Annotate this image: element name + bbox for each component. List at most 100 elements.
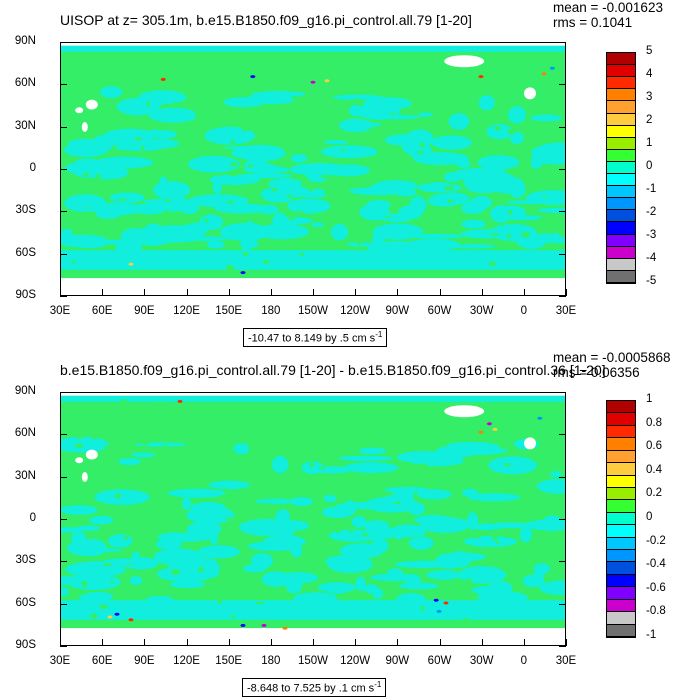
field-positive-speckle xyxy=(238,116,246,122)
x-tick-label: 30E xyxy=(49,305,71,317)
x-tick xyxy=(355,289,357,296)
field-positive-speckle xyxy=(172,462,182,467)
field-negative-patch xyxy=(233,443,250,455)
field-negative-patch xyxy=(370,114,421,120)
field-positive-speckle xyxy=(496,238,500,242)
field-negative-patch xyxy=(533,563,550,575)
x-tick-label: 180 xyxy=(261,305,281,317)
field-negative-patch xyxy=(408,536,434,550)
field-positive-speckle xyxy=(505,532,512,539)
field-positive-speckle xyxy=(440,164,447,170)
y-tick xyxy=(60,296,67,297)
caspian-mask xyxy=(85,99,98,110)
field-positive-speckle xyxy=(516,246,525,250)
field-negative-patch xyxy=(169,580,206,589)
field-positive-speckle xyxy=(123,536,128,541)
field-negative-patch xyxy=(461,201,486,214)
field-positive-speckle xyxy=(319,522,326,528)
field-positive-speckle xyxy=(204,217,208,223)
field-positive-speckle xyxy=(380,432,388,437)
field-positive-speckle xyxy=(508,561,517,568)
gulf-mask xyxy=(81,472,88,482)
field-positive-speckle xyxy=(366,90,373,96)
colorbar-cell xyxy=(607,500,635,513)
field-negative-patch xyxy=(418,112,434,117)
y-tick-right xyxy=(559,84,566,86)
field-positive-speckle xyxy=(443,186,454,191)
extreme-spot xyxy=(240,271,246,275)
field-negative-patch xyxy=(242,564,267,573)
field-positive-speckle xyxy=(158,587,161,592)
colorbar-cell xyxy=(607,101,635,114)
range-unit-exponent: -1 xyxy=(375,330,383,339)
field-positive-speckle xyxy=(101,119,108,124)
field-positive-speckle xyxy=(103,450,107,453)
colorbar-label: -1 xyxy=(646,629,657,641)
field-negative-patch xyxy=(461,219,486,229)
field-negative-patch xyxy=(370,573,421,582)
extreme-spot xyxy=(478,430,484,434)
extreme-spot xyxy=(240,623,246,627)
field-negative-patch xyxy=(460,229,515,239)
y-tick-label: 0 xyxy=(29,512,36,524)
field-negative-patch xyxy=(244,158,268,171)
y-tick xyxy=(60,169,67,170)
field-negative-patch xyxy=(131,551,140,559)
field-negative-patch xyxy=(448,113,470,130)
field-positive-speckle xyxy=(293,176,297,179)
colorbar-cell xyxy=(607,425,635,439)
x-tick xyxy=(439,639,441,646)
field-positive-speckle xyxy=(468,459,473,462)
field-negative-patch xyxy=(488,456,538,475)
y-tick xyxy=(60,84,67,86)
colorbar-cell xyxy=(607,53,635,66)
field-negative-patch xyxy=(486,124,514,140)
field-positive-speckle xyxy=(210,90,221,94)
map-panel-bottom: b.e15.B1850.f09_g16.pi_control.all.79 [1… xyxy=(0,350,700,700)
field-negative-patch xyxy=(465,488,476,498)
colorbar-label: -0.4 xyxy=(646,558,666,571)
field-positive-speckle xyxy=(298,241,305,246)
chart-title: UISOP at z= 305.1m, b.e15.B1850.f09_g16.… xyxy=(60,12,472,28)
field-positive-speckle xyxy=(230,614,236,619)
stats-block: mean = -0.001623 rms = 0.1041 xyxy=(553,0,663,30)
field-negative-patch xyxy=(155,538,182,550)
field-positive-speckle xyxy=(524,545,528,550)
x-tick-label: 120E xyxy=(173,305,200,317)
field-positive-speckle xyxy=(485,546,494,550)
colorbar-label: -0.6 xyxy=(646,581,666,594)
x-tick xyxy=(60,639,61,646)
colorbar-cell xyxy=(607,450,635,464)
field-negative-patch xyxy=(531,149,565,165)
field-positive-speckle xyxy=(288,502,291,509)
black-sea-mask xyxy=(75,107,84,114)
field-positive-speckle xyxy=(348,530,355,533)
field-negative-patch xyxy=(536,478,565,494)
y-tick-label: 60N xyxy=(14,427,36,440)
field-negative-patch xyxy=(530,114,563,122)
field-negative-patch xyxy=(395,188,417,197)
field-negative-patch xyxy=(290,154,308,163)
x-tick-label: 150W xyxy=(297,305,329,317)
map-plot xyxy=(60,392,566,646)
colorbar-cell xyxy=(607,234,635,247)
field-negative-patch xyxy=(87,166,129,180)
field-positive-speckle xyxy=(412,434,420,437)
colorbar-cell xyxy=(607,587,635,600)
field-positive-speckle xyxy=(458,567,463,570)
field-negative-patch xyxy=(61,527,85,533)
range-unit-exponent: -1 xyxy=(374,680,382,689)
field-positive-speckle xyxy=(235,79,242,85)
colorbar-cell xyxy=(607,222,635,235)
colorbar-label: -2 xyxy=(646,206,657,218)
field-positive-speckle xyxy=(361,533,370,537)
x-tick-label: 150E xyxy=(215,305,243,317)
y-tick-right xyxy=(559,126,566,128)
field-negative-patch xyxy=(271,456,289,474)
field-negative-patch xyxy=(142,98,162,110)
field-negative-patch xyxy=(266,197,293,203)
x-tick-label: 120E xyxy=(173,655,200,667)
field-negative-patch xyxy=(372,587,384,600)
field-negative-patch xyxy=(263,535,306,548)
colorbar-cell xyxy=(607,65,635,78)
